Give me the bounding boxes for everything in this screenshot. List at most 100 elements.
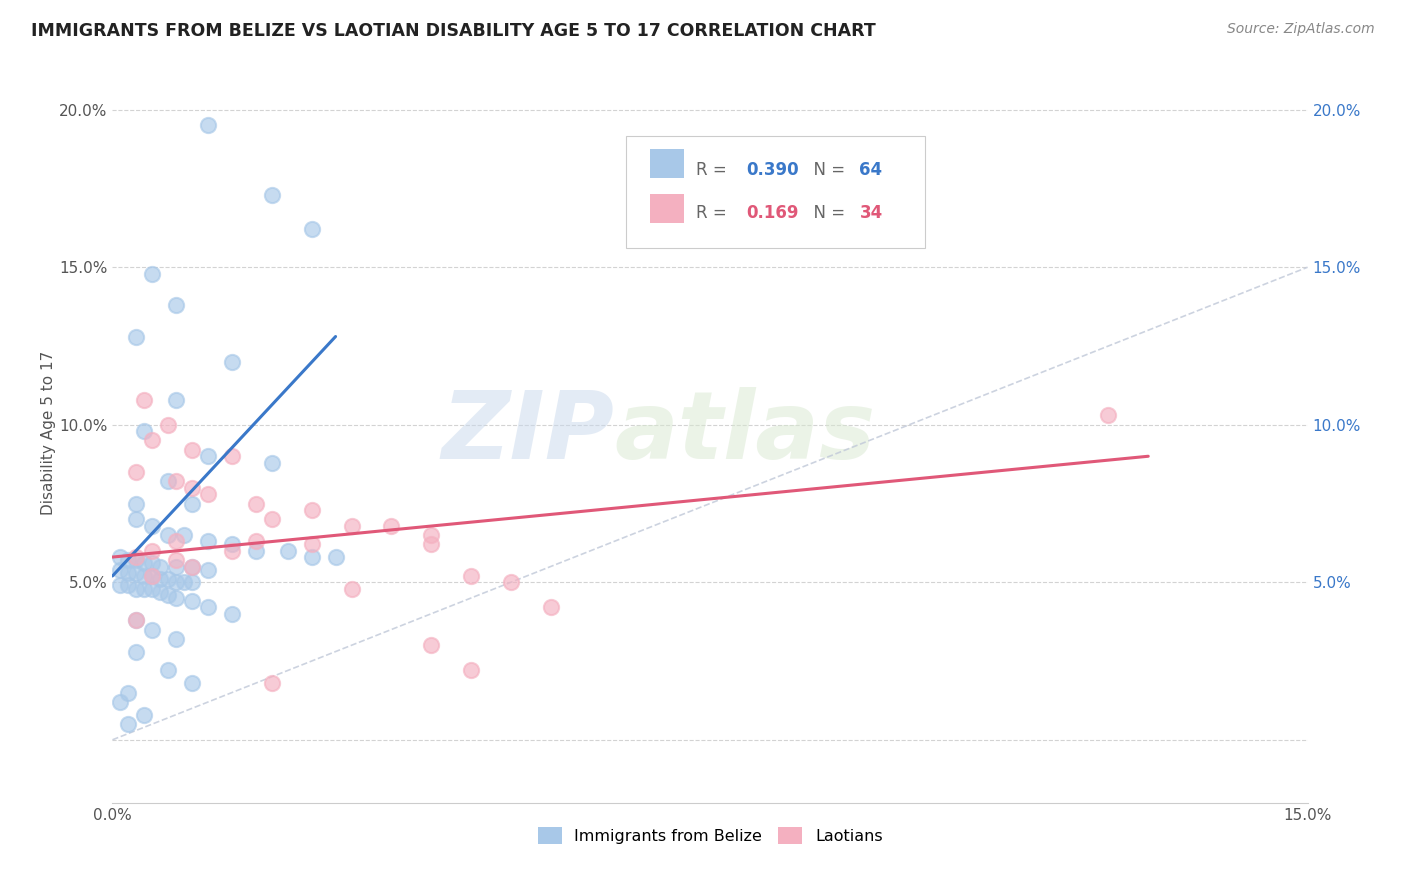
Point	[125, 553, 148, 567]
Point	[173, 575, 195, 590]
Text: 0.390: 0.390	[747, 161, 799, 179]
Point	[125, 550, 148, 565]
Point	[460, 664, 482, 678]
Point	[325, 550, 347, 565]
Point	[141, 543, 163, 558]
Point	[245, 543, 267, 558]
Point	[110, 563, 132, 577]
Point	[221, 543, 243, 558]
Point	[149, 559, 172, 574]
Point	[165, 559, 187, 574]
Point	[134, 569, 156, 583]
Point	[197, 600, 219, 615]
Point	[141, 518, 163, 533]
FancyBboxPatch shape	[651, 149, 683, 178]
Point	[420, 638, 443, 652]
Point	[260, 512, 283, 526]
Point	[117, 717, 139, 731]
Text: N =: N =	[803, 161, 851, 179]
Point	[110, 550, 132, 565]
Point	[165, 575, 187, 590]
Point	[340, 582, 363, 596]
Point	[165, 534, 187, 549]
Point	[149, 572, 172, 586]
Point	[340, 518, 363, 533]
Text: atlas: atlas	[614, 386, 876, 479]
Point	[197, 119, 219, 133]
Point	[420, 537, 443, 551]
Point	[1097, 409, 1119, 423]
Point	[165, 553, 187, 567]
Point	[134, 557, 156, 571]
Text: IMMIGRANTS FROM BELIZE VS LAOTIAN DISABILITY AGE 5 TO 17 CORRELATION CHART: IMMIGRANTS FROM BELIZE VS LAOTIAN DISABI…	[31, 22, 876, 40]
Point	[460, 569, 482, 583]
Point	[125, 329, 148, 343]
Point	[149, 584, 172, 599]
Point	[117, 685, 139, 699]
Point	[301, 222, 323, 236]
Point	[165, 298, 187, 312]
Point	[181, 559, 204, 574]
Point	[157, 417, 180, 432]
Text: ZIP: ZIP	[441, 386, 614, 479]
Point	[181, 481, 204, 495]
FancyBboxPatch shape	[627, 136, 925, 247]
Point	[141, 267, 163, 281]
Point	[141, 557, 163, 571]
Point	[117, 566, 139, 580]
Text: R =: R =	[696, 161, 731, 179]
Point	[157, 588, 180, 602]
Text: 34: 34	[859, 204, 883, 222]
Point	[221, 607, 243, 621]
Point	[134, 424, 156, 438]
Point	[245, 534, 267, 549]
Point	[221, 355, 243, 369]
Point	[245, 496, 267, 510]
Point	[181, 594, 204, 608]
Point	[165, 632, 187, 646]
Text: Source: ZipAtlas.com: Source: ZipAtlas.com	[1227, 22, 1375, 37]
Point	[125, 465, 148, 479]
Point	[260, 676, 283, 690]
Point	[181, 442, 204, 457]
Point	[380, 518, 402, 533]
Point	[173, 528, 195, 542]
Point	[301, 537, 323, 551]
Point	[420, 528, 443, 542]
Point	[301, 550, 323, 565]
Point	[141, 569, 163, 583]
Point	[221, 449, 243, 463]
Point	[125, 613, 148, 627]
Point	[181, 559, 204, 574]
Point	[165, 475, 187, 489]
Point	[125, 582, 148, 596]
Point	[125, 566, 148, 580]
Point	[125, 512, 148, 526]
Point	[134, 582, 156, 596]
Point	[125, 644, 148, 658]
Point	[197, 487, 219, 501]
Point	[141, 434, 163, 448]
Point	[301, 503, 323, 517]
Point	[260, 456, 283, 470]
Point	[157, 528, 180, 542]
Point	[134, 707, 156, 722]
Point	[157, 475, 180, 489]
Point	[125, 496, 148, 510]
Point	[141, 623, 163, 637]
Text: R =: R =	[696, 204, 731, 222]
Point	[110, 695, 132, 709]
Y-axis label: Disability Age 5 to 17: Disability Age 5 to 17	[41, 351, 56, 515]
Point	[277, 543, 299, 558]
Point	[165, 392, 187, 407]
FancyBboxPatch shape	[651, 194, 683, 223]
Point	[141, 569, 163, 583]
Point	[165, 591, 187, 605]
Point	[117, 553, 139, 567]
Text: 64: 64	[859, 161, 883, 179]
Point	[117, 578, 139, 592]
Text: 0.169: 0.169	[747, 204, 799, 222]
Point	[157, 664, 180, 678]
Point	[221, 537, 243, 551]
Point	[181, 676, 204, 690]
